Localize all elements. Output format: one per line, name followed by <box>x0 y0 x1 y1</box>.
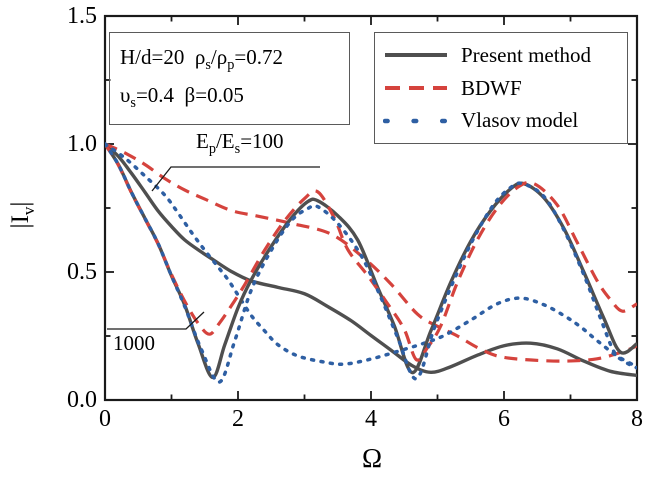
legend-sample-dashed-line <box>385 86 447 90</box>
legend-item-vlasov-model: Vlasov model <box>383 108 619 133</box>
legend-label: Present method <box>461 42 592 67</box>
annotation-ep-es-100: Ep/Es=100 <box>196 129 284 158</box>
curve-present-100 <box>105 142 637 378</box>
curve-bdwf-100 <box>105 142 637 363</box>
legend-sample-solid-line <box>385 53 447 58</box>
legend-item-bdwf: BDWF <box>383 76 619 101</box>
legend-item-present-method: Present method <box>383 43 619 68</box>
leader-line-ep-es-1000 <box>107 311 205 330</box>
curve-present-1000 <box>105 143 637 380</box>
y-tick-label: 1.0 <box>67 131 97 157</box>
x-tick-label: 2 <box>232 406 244 432</box>
subscript: p <box>227 56 235 73</box>
subscript: s <box>234 141 241 158</box>
annotation-ep-es-1000: 1000 <box>113 331 155 355</box>
curve-bdwf-1000 <box>105 143 637 362</box>
legend-label: BDWF <box>461 75 522 100</box>
y-tick-label: 0.0 <box>67 387 97 413</box>
parameter-line-1: H/d=20 ρs/ρp=0.72 <box>120 44 283 73</box>
parameter-box: H/d=20 ρs/ρp=0.72 υs=0.4 β=0.05 <box>109 32 350 125</box>
subscript: s <box>130 95 136 112</box>
subscript: p <box>208 141 216 158</box>
legend-sample-dotted-line <box>383 118 449 123</box>
subscript: s <box>205 56 211 73</box>
subscript: v <box>19 206 38 216</box>
curve-vlasov-100 <box>105 142 637 369</box>
y-tick-label: 0.5 <box>67 259 97 285</box>
x-axis-title: Ω <box>361 443 383 473</box>
legend-label: Vlasov model <box>461 108 579 133</box>
x-tick-label: 4 <box>365 406 377 432</box>
leader-line-ep-es-100 <box>151 166 320 192</box>
legend: Present method BDWF Vlasov model <box>374 32 628 144</box>
curves-layer <box>105 142 637 384</box>
x-tick-label: 6 <box>498 406 510 432</box>
parameter-line-2: υs=0.4 β=0.05 <box>120 83 244 112</box>
y-tick-label: 1.5 <box>67 3 97 29</box>
y-axis-title: |Iv| <box>7 201 38 229</box>
x-tick-label: 0 <box>99 406 111 432</box>
curve-vlasov-1000 <box>105 142 637 384</box>
x-tick-label: 8 <box>631 406 643 432</box>
